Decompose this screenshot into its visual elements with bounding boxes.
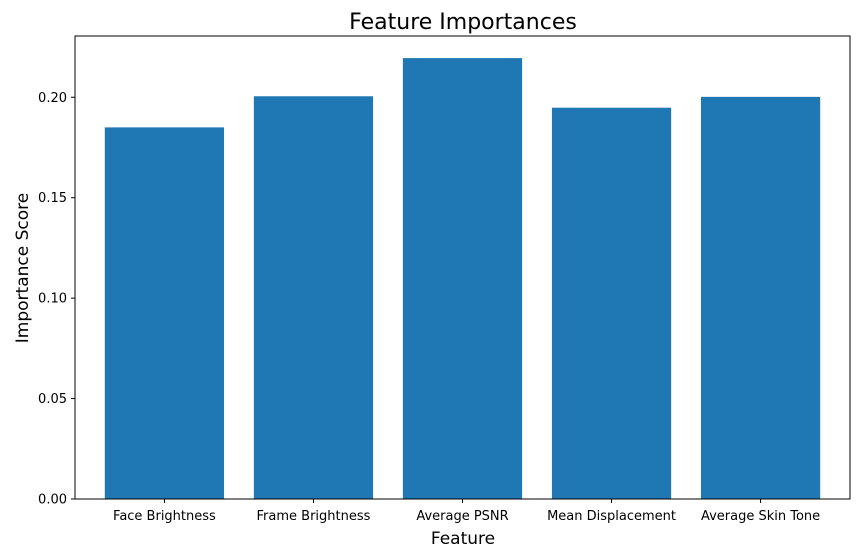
bar-0	[104, 127, 225, 500]
y-axis-label: Importance Score	[13, 193, 33, 343]
bars-group	[104, 58, 821, 500]
plot-frame	[74, 35, 851, 500]
y-tick-label: 0.15	[38, 191, 67, 206]
bar-1	[253, 96, 374, 499]
chart-title: Feature Importances	[349, 10, 577, 35]
bar-4	[700, 96, 821, 499]
x-tick-label: Face Brightness	[113, 509, 216, 524]
y-tick-label: 0.10	[38, 292, 67, 307]
x-tick-label: Average Skin Tone	[701, 509, 820, 524]
x-tick-label: Average PSNR	[416, 509, 508, 524]
y-tick-label: 0.00	[38, 493, 67, 508]
x-ticks-group: Face Brightness Frame Brightness Average P…	[113, 499, 820, 524]
x-axis-label: Feature	[431, 529, 495, 549]
bar-2	[402, 58, 523, 499]
y-ticks-group: 0.00 0.05 0.10 0.15 0.20	[38, 91, 75, 508]
x-tick-label: Frame Brightness	[257, 509, 371, 524]
bar-3	[551, 107, 672, 499]
y-tick-label: 0.05	[38, 392, 67, 407]
y-tick-label: 0.20	[38, 91, 67, 106]
x-tick-label: Mean Displacement	[547, 509, 676, 524]
